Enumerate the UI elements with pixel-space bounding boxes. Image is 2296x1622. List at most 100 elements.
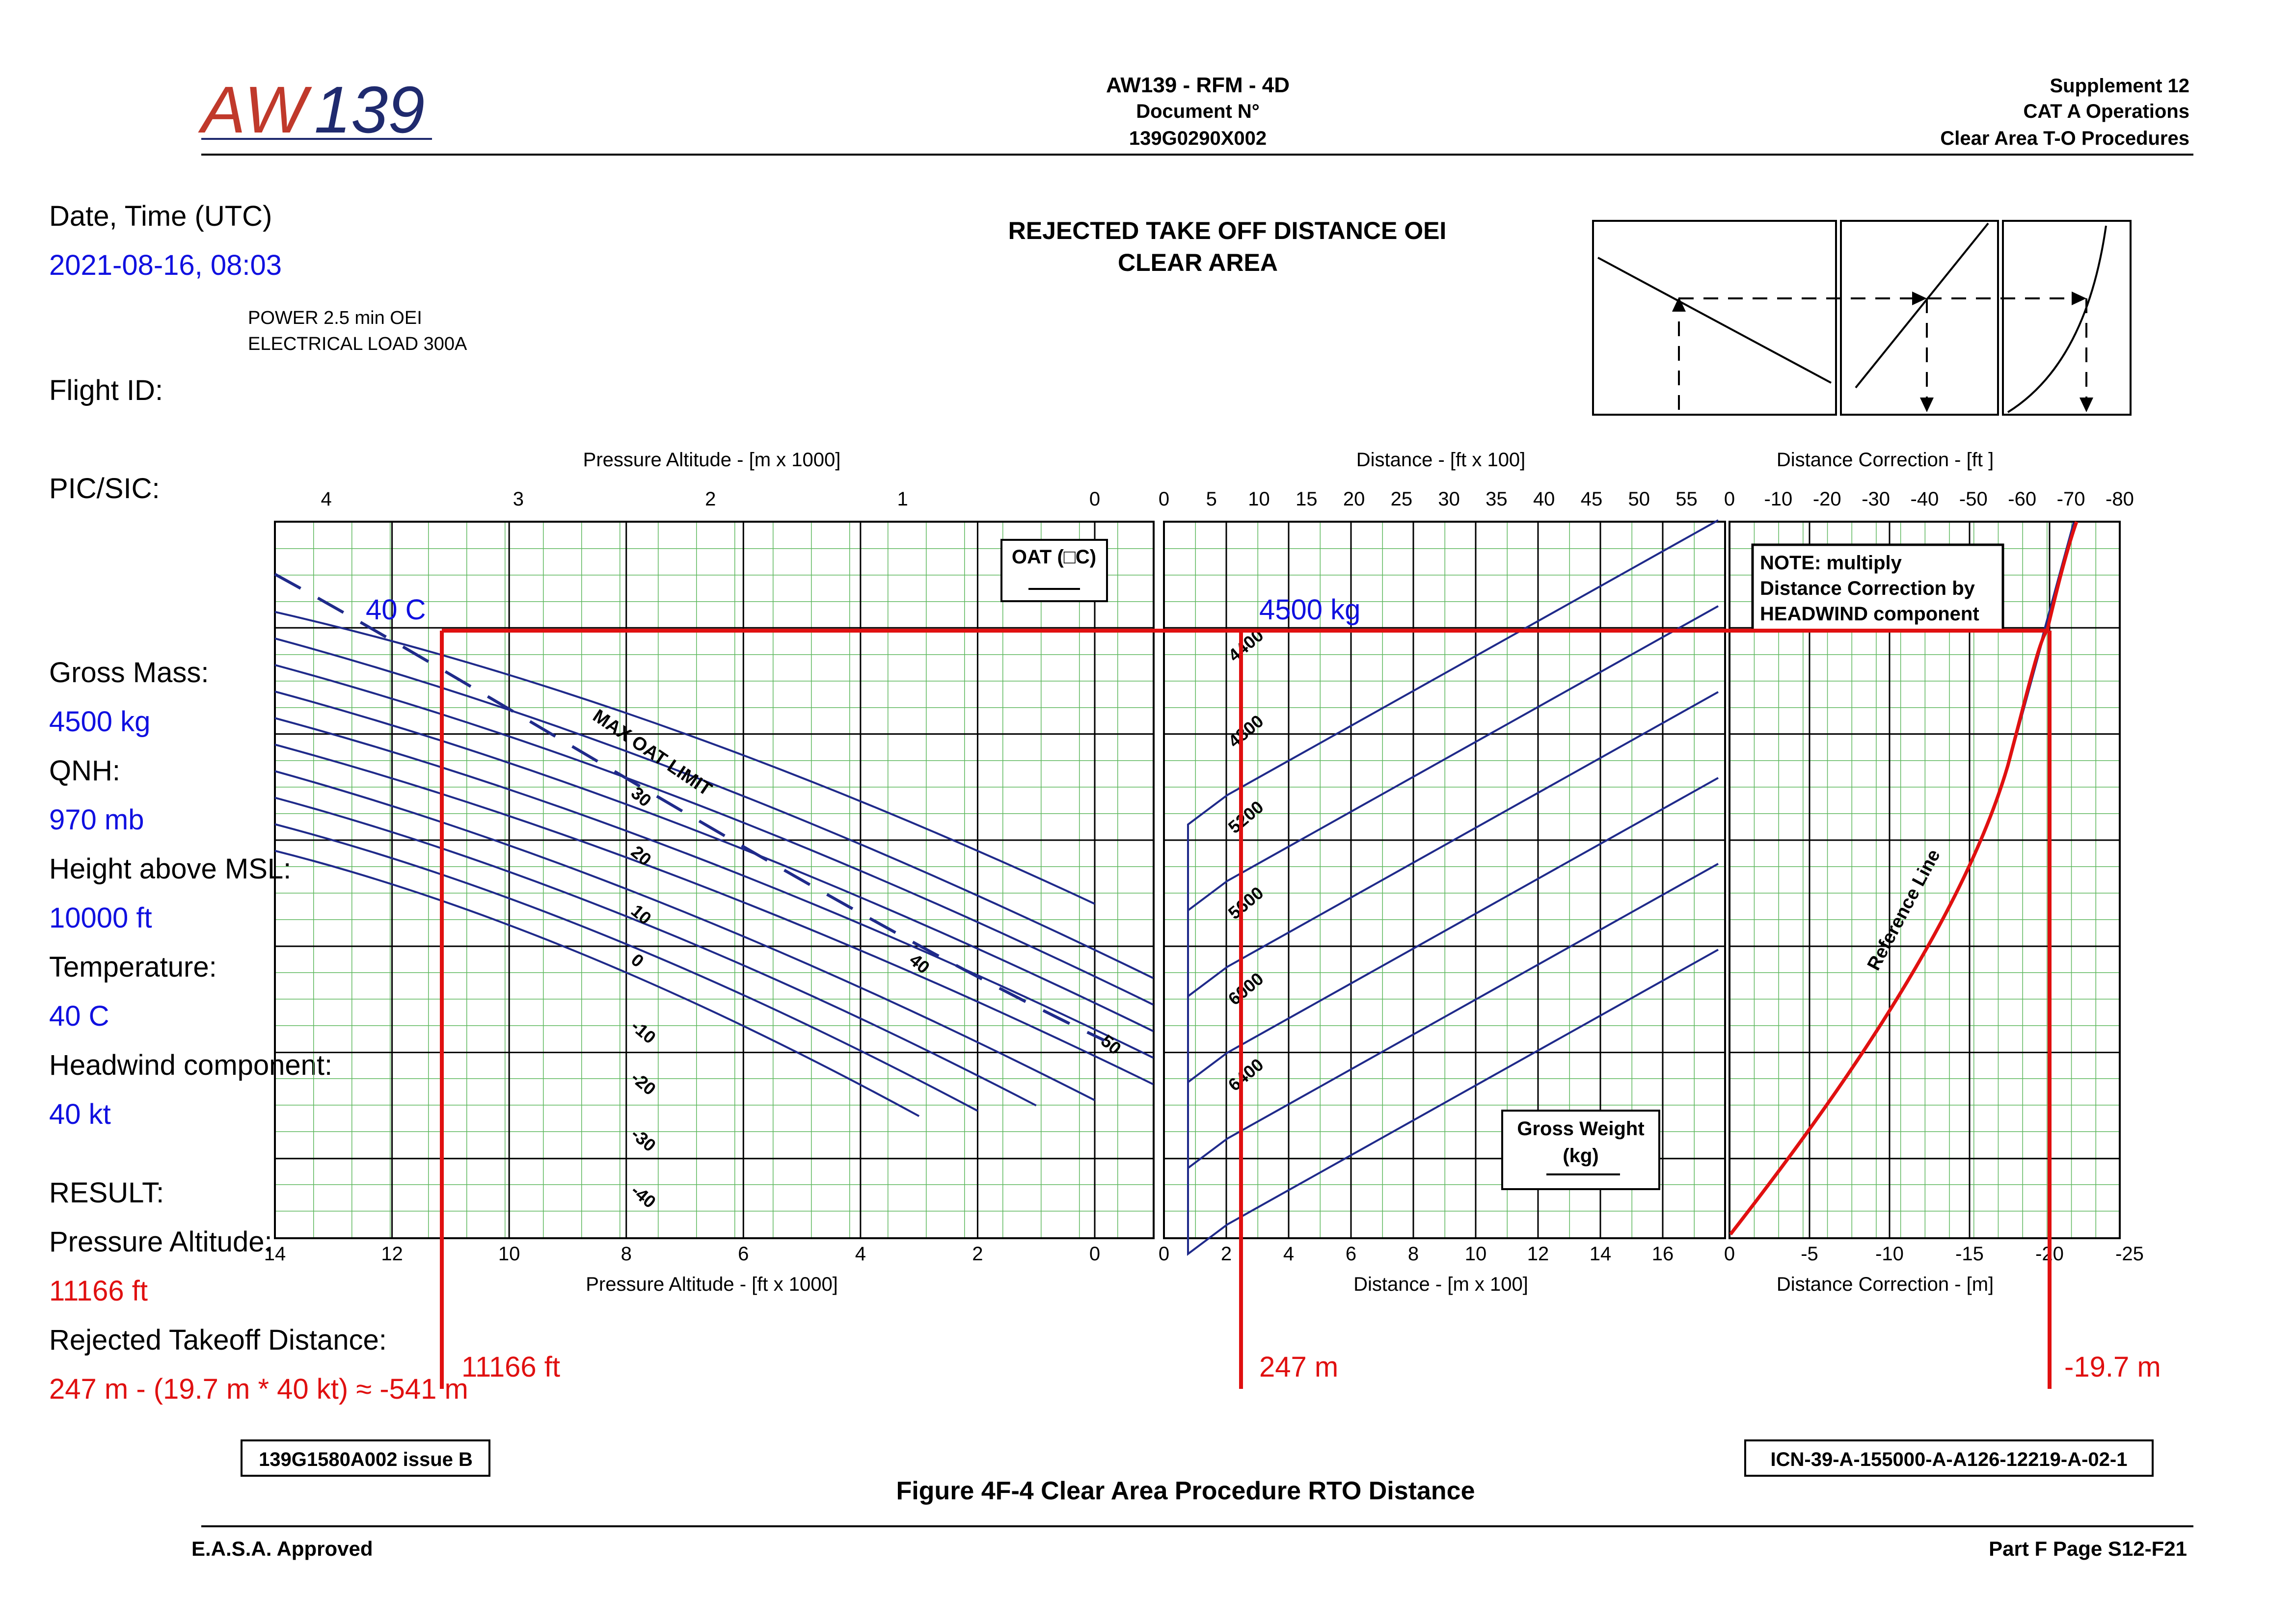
date-time-label: Date, Time (UTC) (49, 200, 272, 232)
axis-tick: 16 (1652, 1243, 1674, 1265)
axis-tick: 3 (513, 488, 524, 510)
oat-curve-10 (274, 717, 1154, 1059)
gross-weight-legend-line-2: (kg) (1563, 1145, 1598, 1167)
panel-3-bottom-axis-title: Distance Correction - [m] (1777, 1274, 1994, 1295)
logo-suffix: 139 (314, 73, 425, 147)
axis-tick: 5 (1206, 488, 1217, 510)
axis-tick: -40 (1911, 488, 1939, 510)
panel-1-bottom-ticks: 14 12 10 8 6 4 2 0 (264, 1243, 1100, 1265)
axis-tick: 15 (1296, 488, 1318, 510)
annotation-temperature: 40 C (366, 594, 426, 626)
axis-tick: -10 (1764, 488, 1792, 510)
section-label: CAT A Operations (2023, 101, 2189, 122)
axis-tick: 0 (1089, 1243, 1100, 1265)
panel-2-frame (1163, 521, 1726, 1239)
condition-power: POWER 2.5 min OEI (248, 308, 422, 328)
axis-tick: 4 (1283, 1243, 1294, 1265)
temperature-label: Temperature: (49, 951, 217, 983)
axis-tick: 25 (1391, 488, 1413, 510)
panel-1-bottom-axis-title: Pressure Altitude - [ft x 1000] (586, 1274, 838, 1295)
ref-left-box (241, 1439, 490, 1477)
height-label: Height above MSL: (49, 853, 291, 885)
axis-tick: -80 (2106, 488, 2134, 510)
oat-legend-label: OAT (□C) (1012, 546, 1096, 568)
headwind-note-box (1751, 543, 2004, 632)
axis-tick: 6 (1346, 1243, 1356, 1265)
panel-2-bottom-axis-title: Distance - [m x 100] (1353, 1274, 1528, 1295)
axis-tick: 0 (1159, 1243, 1169, 1265)
axis-tick: 8 (1408, 1243, 1419, 1265)
oat-curve-20 (274, 691, 1154, 1033)
axis-tick: 30 (1438, 488, 1460, 510)
axis-tick: -10 (1875, 1243, 1904, 1265)
pressure-altitude-label: Pressure Altitude: (49, 1226, 272, 1258)
axis-tick: -60 (2008, 488, 2036, 510)
axis-tick: 2 (705, 488, 716, 510)
panel-3-top-axis-title: Distance Correction - [ft ] (1777, 449, 1994, 471)
axis-tick: 35 (1486, 488, 1508, 510)
panel-3-frame (1729, 521, 2121, 1239)
oat-curve--10 (274, 770, 1095, 1101)
panel-3-top-ticks: 0 -10 -20 -30 -40 -50 -60 -70 -80 (1724, 488, 2134, 510)
axis-tick: 4 (321, 488, 331, 510)
qnh-label: QNH: (49, 755, 120, 787)
axis-tick: 20 (1343, 488, 1365, 510)
date-time-value: 2021-08-16, 08:03 (49, 249, 282, 281)
axis-tick: 1 (897, 488, 908, 510)
gross-mass-label: Gross Mass: (49, 657, 209, 689)
guide-box-2 (1840, 220, 1999, 416)
axis-tick: -20 (1813, 488, 1841, 510)
axis-tick: 50 (1628, 488, 1650, 510)
axis-tick: -15 (1955, 1243, 1984, 1265)
oat-legend-box (1000, 539, 1108, 602)
input-panel: Date, Time (UTC) 2021-08-16, 08:03 Fligh… (49, 200, 468, 1405)
chart-title-line-2: CLEAR AREA (1118, 249, 1278, 276)
pic-sic-label: PIC/SIC: (49, 473, 160, 505)
height-value: 10000 ft (49, 902, 152, 934)
note-line-1: NOTE: multiply (1760, 552, 1902, 574)
panel-1-top-ticks: 4 3 2 1 0 (321, 488, 1100, 510)
ref-right: ICN-39-A-155000-A-A126-12219-A-02-1 (1771, 1449, 2128, 1470)
condition-electrical: ELECTRICAL LOAD 300A (248, 334, 467, 354)
oat-curve--40 (274, 850, 920, 1117)
oat-curve-50 (274, 611, 1095, 905)
pressure-altitude-value: 11166 ft (49, 1275, 148, 1307)
axis-tick: 0 (1089, 488, 1100, 510)
ref-left: 139G1580A002 issue B (259, 1449, 473, 1470)
approval-label: E.A.S.A. Approved (191, 1537, 373, 1560)
gross-weight-curve-5600 (1187, 777, 1719, 1238)
axis-tick: -50 (1959, 488, 1988, 510)
doc-title: AW139 - RFM - 4D (1106, 73, 1290, 97)
gross-weight-legend-box (1501, 1110, 1660, 1190)
axis-tick: 0 (1724, 1243, 1735, 1265)
temperature-value: 40 C (49, 1000, 109, 1032)
procedure-label: Clear Area T-O Procedures (1940, 128, 2189, 149)
axis-tick: 40 (1533, 488, 1555, 510)
annotation-distance: 247 m (1259, 1351, 1338, 1383)
note-line-2: Distance Correction by (1760, 578, 1975, 599)
axis-tick: 10 (1248, 488, 1270, 510)
axis-tick: -30 (1862, 488, 1890, 510)
solution-path (440, 629, 2052, 1389)
rtod-label: Rejected Takeoff Distance: (49, 1324, 387, 1356)
axis-tick: 12 (1527, 1243, 1549, 1265)
axis-tick: -25 (2115, 1243, 2144, 1265)
panel-3-bottom-ticks: 0 -5 -10 -15 -20 -25 (1724, 1243, 2144, 1265)
rtod-value: 247 m - (19.7 m * 40 kt) ≈ -541 m (49, 1373, 468, 1405)
reference-line-solution (1729, 521, 2079, 1236)
axis-tick: 4 (855, 1243, 866, 1265)
reading-guide-diagram (1592, 220, 2132, 416)
ref-right-box (1744, 1439, 2154, 1477)
axis-tick: -5 (1801, 1243, 1818, 1265)
result-heading: RESULT: (49, 1177, 164, 1209)
oat-curve--20 (274, 797, 1037, 1107)
doc-label: Document N° (1136, 101, 1260, 122)
oat-curve-30 (274, 664, 1154, 1006)
page-header: AW 139 AW139 - RFM - 4D Document N° 139G… (198, 73, 2193, 156)
panel-distance-correction: Reference Line NOTE: multiply Distance C… (1724, 449, 2144, 1295)
axis-tick: 14 (1590, 1243, 1612, 1265)
page-label: Part F Page S12-F21 (1989, 1537, 2187, 1560)
